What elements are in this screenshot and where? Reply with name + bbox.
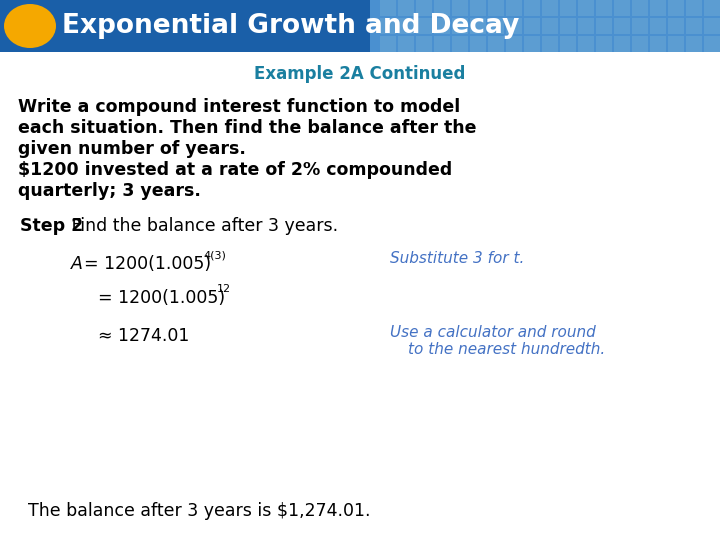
FancyBboxPatch shape bbox=[560, 36, 576, 52]
FancyBboxPatch shape bbox=[416, 18, 432, 34]
FancyBboxPatch shape bbox=[560, 18, 576, 34]
FancyBboxPatch shape bbox=[434, 0, 450, 16]
FancyBboxPatch shape bbox=[416, 0, 432, 16]
FancyBboxPatch shape bbox=[686, 36, 702, 52]
FancyBboxPatch shape bbox=[704, 36, 720, 52]
FancyBboxPatch shape bbox=[686, 0, 702, 16]
Text: given number of years.: given number of years. bbox=[18, 140, 246, 158]
Text: Example 2A Continued: Example 2A Continued bbox=[254, 65, 466, 83]
Text: = 1200(1.005): = 1200(1.005) bbox=[98, 289, 225, 307]
Text: Substitute 3 for t.: Substitute 3 for t. bbox=[390, 251, 524, 266]
Text: Find the balance after 3 years.: Find the balance after 3 years. bbox=[66, 217, 338, 235]
FancyBboxPatch shape bbox=[506, 0, 522, 16]
FancyBboxPatch shape bbox=[470, 0, 486, 16]
FancyBboxPatch shape bbox=[524, 36, 540, 52]
FancyBboxPatch shape bbox=[398, 18, 414, 34]
FancyBboxPatch shape bbox=[578, 36, 594, 52]
FancyBboxPatch shape bbox=[578, 0, 594, 16]
FancyBboxPatch shape bbox=[596, 0, 612, 16]
FancyBboxPatch shape bbox=[632, 36, 648, 52]
Text: The balance after 3 years is $1,274.01.: The balance after 3 years is $1,274.01. bbox=[28, 502, 371, 520]
Text: to the nearest hundredth.: to the nearest hundredth. bbox=[408, 342, 606, 357]
FancyBboxPatch shape bbox=[596, 36, 612, 52]
Text: 4(3): 4(3) bbox=[203, 250, 226, 260]
Text: Write a compound interest function to model: Write a compound interest function to mo… bbox=[18, 98, 460, 116]
FancyBboxPatch shape bbox=[614, 0, 630, 16]
FancyBboxPatch shape bbox=[434, 18, 450, 34]
Text: Use a calculator and round: Use a calculator and round bbox=[390, 325, 595, 340]
FancyBboxPatch shape bbox=[542, 36, 558, 52]
FancyBboxPatch shape bbox=[488, 18, 504, 34]
FancyBboxPatch shape bbox=[380, 36, 396, 52]
FancyBboxPatch shape bbox=[398, 0, 414, 16]
FancyBboxPatch shape bbox=[524, 0, 540, 16]
FancyBboxPatch shape bbox=[650, 36, 666, 52]
FancyBboxPatch shape bbox=[542, 18, 558, 34]
FancyBboxPatch shape bbox=[632, 18, 648, 34]
FancyBboxPatch shape bbox=[560, 0, 576, 16]
FancyBboxPatch shape bbox=[452, 0, 468, 16]
FancyBboxPatch shape bbox=[488, 36, 504, 52]
FancyBboxPatch shape bbox=[506, 36, 522, 52]
FancyBboxPatch shape bbox=[416, 36, 432, 52]
FancyBboxPatch shape bbox=[398, 36, 414, 52]
FancyBboxPatch shape bbox=[370, 0, 720, 52]
FancyBboxPatch shape bbox=[470, 18, 486, 34]
FancyBboxPatch shape bbox=[524, 18, 540, 34]
FancyBboxPatch shape bbox=[650, 18, 666, 34]
FancyBboxPatch shape bbox=[380, 18, 396, 34]
FancyBboxPatch shape bbox=[686, 18, 702, 34]
Text: = 1200(1.005): = 1200(1.005) bbox=[84, 255, 211, 273]
FancyBboxPatch shape bbox=[668, 36, 684, 52]
FancyBboxPatch shape bbox=[578, 18, 594, 34]
FancyBboxPatch shape bbox=[596, 18, 612, 34]
FancyBboxPatch shape bbox=[488, 0, 504, 16]
Text: Exponential Growth and Decay: Exponential Growth and Decay bbox=[62, 13, 519, 39]
Text: 12: 12 bbox=[217, 284, 231, 294]
FancyBboxPatch shape bbox=[0, 0, 370, 52]
Text: ≈ 1274.01: ≈ 1274.01 bbox=[98, 327, 189, 345]
FancyBboxPatch shape bbox=[452, 18, 468, 34]
FancyBboxPatch shape bbox=[614, 18, 630, 34]
Text: $\mathit{A}$: $\mathit{A}$ bbox=[70, 255, 84, 273]
FancyBboxPatch shape bbox=[614, 36, 630, 52]
Ellipse shape bbox=[4, 4, 56, 48]
FancyBboxPatch shape bbox=[704, 0, 720, 16]
FancyBboxPatch shape bbox=[632, 0, 648, 16]
Text: quarterly; 3 years.: quarterly; 3 years. bbox=[18, 182, 201, 200]
FancyBboxPatch shape bbox=[380, 0, 396, 16]
FancyBboxPatch shape bbox=[434, 36, 450, 52]
FancyBboxPatch shape bbox=[668, 0, 684, 16]
FancyBboxPatch shape bbox=[506, 18, 522, 34]
Text: Step 2: Step 2 bbox=[20, 217, 84, 235]
FancyBboxPatch shape bbox=[452, 36, 468, 52]
Text: each situation. Then find the balance after the: each situation. Then find the balance af… bbox=[18, 119, 477, 137]
FancyBboxPatch shape bbox=[470, 36, 486, 52]
FancyBboxPatch shape bbox=[542, 0, 558, 16]
FancyBboxPatch shape bbox=[668, 18, 684, 34]
FancyBboxPatch shape bbox=[650, 0, 666, 16]
FancyBboxPatch shape bbox=[704, 18, 720, 34]
Text: $1200 invested at a rate of 2% compounded: $1200 invested at a rate of 2% compounde… bbox=[18, 161, 452, 179]
